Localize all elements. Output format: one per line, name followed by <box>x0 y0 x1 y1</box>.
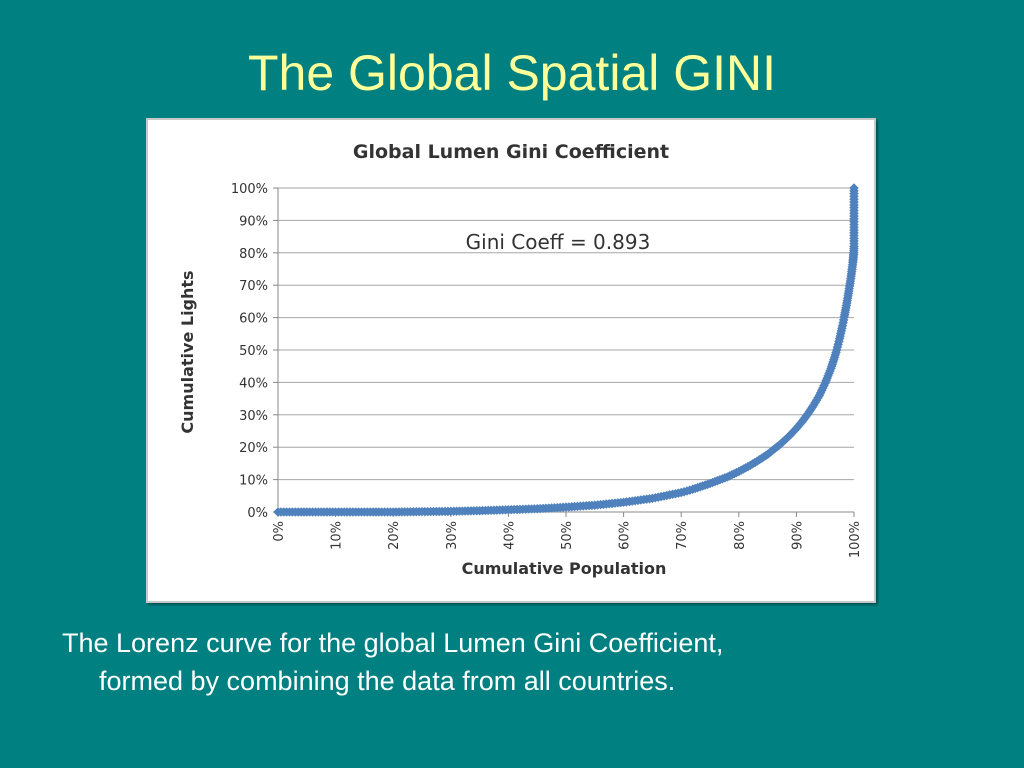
y-tick-label: 20% <box>239 441 268 456</box>
x-tick-label: 40% <box>502 521 517 550</box>
y-tick-label: 90% <box>239 214 268 229</box>
y-tick-label: 50% <box>239 344 268 359</box>
x-tick-label: 70% <box>675 521 690 550</box>
y-tick-label: 70% <box>239 279 268 294</box>
x-tick-label: 50% <box>560 521 575 550</box>
y-tick-label: 80% <box>239 247 268 262</box>
y-axis-label: Cumulative Lights <box>178 270 197 433</box>
y-tick-label: 0% <box>247 506 268 521</box>
y-tick-label: 40% <box>239 376 268 391</box>
y-tick-label: 10% <box>239 474 268 489</box>
chart-frame: Global Lumen Gini Coefficient 0% 10% 20% 30… <box>146 118 876 603</box>
x-tick-label: 20% <box>387 521 402 550</box>
y-tick-label: 30% <box>239 409 268 424</box>
x-axis-label: Cumulative Population <box>462 559 667 578</box>
x-tick-label: 100% <box>848 521 863 558</box>
x-tick-label: 30% <box>445 521 460 550</box>
y-tick-label: 60% <box>239 312 268 327</box>
x-tick-label: 90% <box>790 521 805 550</box>
gini-annotation: Gini Coeff = 0.893 <box>466 230 651 254</box>
data-points <box>273 183 859 517</box>
slide-title: The Global Spatial GINI <box>247 45 777 101</box>
slide-caption: The Lorenz curve for the global Lumen Gi… <box>62 624 962 700</box>
x-tick-label: 60% <box>618 521 633 550</box>
chart-grid <box>273 187 855 517</box>
x-tick-label: 0% <box>272 521 287 542</box>
chart-title: Global Lumen Gini Coefficient <box>353 141 669 163</box>
caption-line-2: formed by combining the data from all co… <box>99 666 676 696</box>
caption-line-1: The Lorenz curve for the global Lumen Gi… <box>62 628 724 658</box>
data-point <box>849 183 859 193</box>
x-tick-label: 10% <box>330 521 345 550</box>
x-tick-labels: 0% 10% 20% 30% 40% 50% 60% 70% 80% 90% 100% <box>272 521 863 558</box>
lorenz-chart: Global Lumen Gini Coefficient 0% 10% 20% 30… <box>178 141 863 578</box>
x-tick-label: 80% <box>733 521 748 550</box>
y-tick-labels: 0% 10% 20% 30% 40% 50% 60% 70% 80% 90% 100% <box>231 182 268 521</box>
y-tick-label: 100% <box>231 182 268 197</box>
